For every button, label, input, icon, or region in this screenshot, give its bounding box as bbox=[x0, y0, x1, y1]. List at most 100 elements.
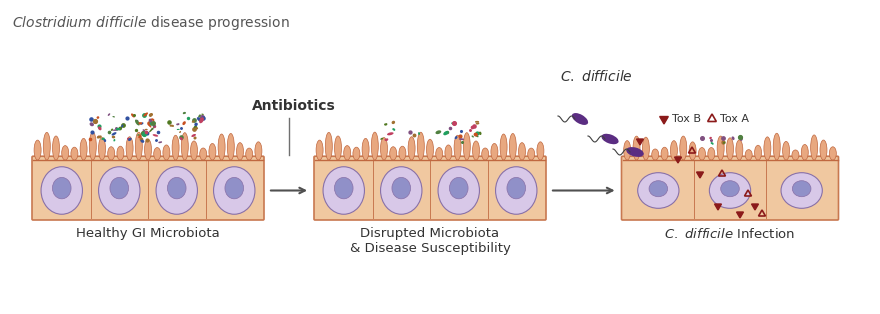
Ellipse shape bbox=[627, 147, 644, 157]
Ellipse shape bbox=[143, 112, 148, 116]
Ellipse shape bbox=[90, 122, 94, 126]
Ellipse shape bbox=[387, 132, 393, 135]
Ellipse shape bbox=[112, 132, 116, 136]
Ellipse shape bbox=[537, 142, 544, 160]
Text: Tox A: Tox A bbox=[720, 114, 749, 124]
Text: Tox B: Tox B bbox=[672, 114, 701, 124]
Ellipse shape bbox=[237, 143, 244, 160]
Ellipse shape bbox=[463, 133, 470, 160]
Ellipse shape bbox=[137, 134, 140, 136]
Ellipse shape bbox=[120, 124, 123, 129]
Ellipse shape bbox=[34, 140, 41, 160]
Ellipse shape bbox=[334, 177, 353, 199]
Ellipse shape bbox=[149, 119, 153, 122]
Ellipse shape bbox=[199, 117, 204, 123]
Ellipse shape bbox=[392, 177, 411, 199]
Ellipse shape bbox=[781, 173, 822, 208]
Ellipse shape bbox=[699, 148, 706, 160]
Ellipse shape bbox=[182, 121, 186, 125]
Ellipse shape bbox=[708, 148, 715, 160]
Ellipse shape bbox=[638, 173, 679, 208]
Ellipse shape bbox=[197, 117, 202, 122]
Ellipse shape bbox=[118, 127, 122, 130]
Ellipse shape bbox=[450, 177, 468, 199]
Ellipse shape bbox=[408, 137, 415, 160]
Ellipse shape bbox=[792, 181, 811, 197]
Ellipse shape bbox=[679, 136, 686, 160]
Ellipse shape bbox=[380, 138, 383, 140]
Ellipse shape bbox=[671, 141, 678, 160]
Ellipse shape bbox=[709, 137, 712, 139]
Ellipse shape bbox=[528, 148, 535, 160]
Ellipse shape bbox=[444, 131, 449, 135]
Ellipse shape bbox=[80, 138, 87, 160]
Ellipse shape bbox=[510, 133, 517, 160]
Ellipse shape bbox=[246, 148, 253, 160]
Ellipse shape bbox=[53, 177, 71, 199]
Ellipse shape bbox=[380, 167, 422, 214]
Ellipse shape bbox=[727, 138, 734, 160]
Ellipse shape bbox=[820, 140, 827, 160]
FancyBboxPatch shape bbox=[314, 156, 546, 220]
Ellipse shape bbox=[214, 167, 255, 214]
Ellipse shape bbox=[131, 113, 135, 117]
Ellipse shape bbox=[642, 137, 649, 160]
Ellipse shape bbox=[113, 129, 119, 131]
Ellipse shape bbox=[390, 147, 397, 160]
Text: Disrupted Microbiota
& Disease Susceptibility: Disrupted Microbiota & Disease Susceptib… bbox=[349, 227, 510, 255]
Text: $\it{Clostridium\ difficile}$ disease progression: $\it{Clostridium\ difficile}$ disease pr… bbox=[12, 14, 290, 32]
Ellipse shape bbox=[454, 135, 461, 160]
Ellipse shape bbox=[41, 167, 83, 214]
Ellipse shape bbox=[144, 139, 151, 160]
Ellipse shape bbox=[473, 141, 480, 160]
Ellipse shape bbox=[191, 134, 196, 137]
Ellipse shape bbox=[128, 138, 132, 141]
Ellipse shape bbox=[326, 133, 333, 160]
Ellipse shape bbox=[225, 177, 244, 199]
Ellipse shape bbox=[399, 146, 406, 160]
Ellipse shape bbox=[417, 132, 424, 160]
Ellipse shape bbox=[782, 141, 789, 160]
Ellipse shape bbox=[754, 145, 761, 160]
Ellipse shape bbox=[141, 139, 144, 143]
Ellipse shape bbox=[495, 167, 537, 214]
Ellipse shape bbox=[53, 136, 60, 160]
Ellipse shape bbox=[71, 147, 78, 160]
Ellipse shape bbox=[392, 121, 395, 124]
Ellipse shape bbox=[661, 147, 668, 160]
Ellipse shape bbox=[473, 133, 478, 137]
Ellipse shape bbox=[649, 181, 668, 197]
Ellipse shape bbox=[353, 147, 360, 160]
Text: Antibiotics: Antibiotics bbox=[253, 99, 336, 113]
Ellipse shape bbox=[717, 136, 724, 160]
Ellipse shape bbox=[740, 138, 743, 141]
Text: $\it{C.\ difficile}$: $\it{C.\ difficile}$ bbox=[560, 69, 633, 84]
Ellipse shape bbox=[107, 113, 110, 116]
Ellipse shape bbox=[218, 134, 225, 160]
Ellipse shape bbox=[774, 133, 781, 160]
Ellipse shape bbox=[97, 135, 102, 138]
Ellipse shape bbox=[117, 146, 124, 160]
Ellipse shape bbox=[436, 130, 441, 134]
Ellipse shape bbox=[344, 146, 351, 160]
Ellipse shape bbox=[163, 145, 170, 160]
Ellipse shape bbox=[126, 137, 133, 160]
Ellipse shape bbox=[227, 133, 234, 160]
Ellipse shape bbox=[112, 136, 115, 138]
Ellipse shape bbox=[190, 141, 197, 160]
Ellipse shape bbox=[810, 135, 818, 160]
Ellipse shape bbox=[152, 134, 158, 137]
Ellipse shape bbox=[507, 177, 525, 199]
Ellipse shape bbox=[194, 137, 196, 139]
Ellipse shape bbox=[107, 147, 114, 160]
Ellipse shape bbox=[652, 149, 659, 160]
Text: $\it{C.\ difficile}$ Infection: $\it{C.\ difficile}$ Infection bbox=[664, 227, 796, 241]
Ellipse shape bbox=[802, 144, 809, 160]
Ellipse shape bbox=[723, 142, 725, 144]
Ellipse shape bbox=[146, 132, 150, 136]
Ellipse shape bbox=[97, 116, 99, 119]
Ellipse shape bbox=[136, 132, 143, 160]
Ellipse shape bbox=[709, 173, 751, 208]
Ellipse shape bbox=[167, 177, 186, 199]
Ellipse shape bbox=[721, 181, 739, 197]
